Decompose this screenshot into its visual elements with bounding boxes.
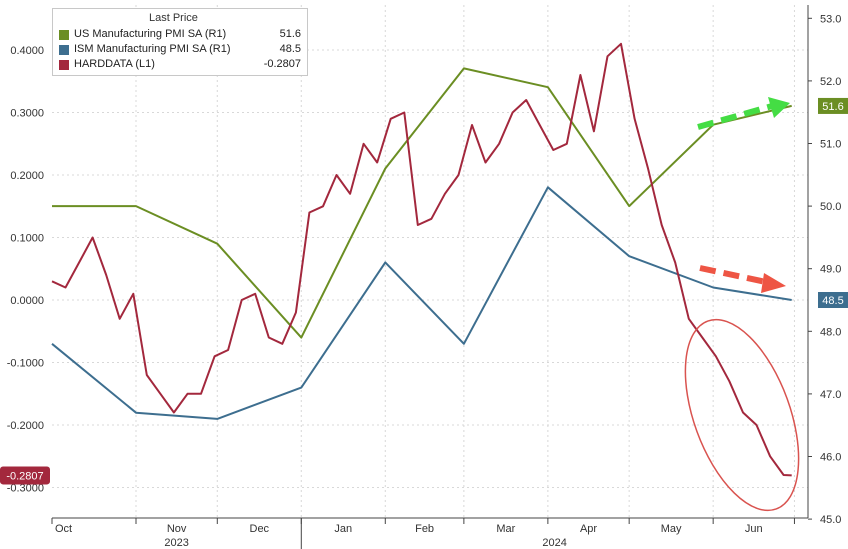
legend-name: US Manufacturing PMI SA (R1): [74, 28, 227, 40]
right-tick-label: 53.0: [820, 13, 841, 25]
x-month-label: Dec: [250, 523, 270, 535]
left-tick-label: -0.1000: [7, 358, 44, 370]
legend: Last Price US Manufacturing PMI SA (R1) …: [52, 8, 308, 76]
left-tick-label: 0.0000: [10, 295, 44, 307]
highlight-ellipse: [684, 318, 800, 512]
grid: [52, 5, 808, 518]
legend-value: -0.2807: [263, 58, 301, 70]
x-month-label: Nov: [167, 523, 187, 535]
right-tick-label: 50.0: [820, 201, 841, 213]
legend-title: Last Price: [149, 12, 198, 24]
right-tick-label: 49.0: [820, 264, 841, 276]
annotations-layer: [684, 97, 800, 512]
left-tick-label: -0.2000: [7, 420, 44, 432]
last-value-text: 51.6: [822, 101, 843, 113]
left-tick-label: 0.4000: [10, 45, 44, 57]
arrow-shaft-red: [699, 265, 767, 285]
last-value-text: -0.2807: [6, 470, 43, 482]
legend-item-us-pmi: US Manufacturing PMI SA (R1) 51.6: [59, 28, 303, 42]
legend-swatch-harddata: [59, 60, 69, 70]
x-month-label: Feb: [415, 523, 434, 535]
x-month-label: Jun: [745, 523, 763, 535]
left-tick-label: 0.1000: [10, 233, 44, 245]
left-axis: 0.4000 0.3000 0.2000 0.1000 0.0000 -0.1000 -0.…: [7, 45, 44, 495]
series-line-ism-manufacturing-pmi-sa: [51, 186, 792, 420]
series-line-harddata: [51, 42, 792, 477]
legend-value: 51.6: [279, 28, 301, 40]
right-tick-label: 52.0: [820, 76, 841, 88]
right-tick-label: 46.0: [820, 452, 841, 464]
legend-swatch-ism-pmi: [59, 45, 69, 55]
right-tick-label: 51.0: [820, 139, 841, 151]
x-month-label: Oct: [55, 523, 72, 535]
left-tick-label: 0.3000: [10, 108, 44, 120]
last-value-badge: [0, 466, 50, 485]
x-month-label: Apr: [580, 523, 597, 535]
legend-name: ISM Manufacturing PMI SA (R1): [74, 43, 231, 55]
right-tick-label: 45.0: [820, 514, 841, 526]
arrow-shaft-green: [697, 103, 773, 130]
x-year-label: 2024: [542, 537, 566, 549]
x-month-label: Jan: [334, 523, 352, 535]
arrow-head-red: [761, 273, 786, 293]
x-year-label: 2023: [164, 537, 188, 549]
last-value-labels: 51.6 48.5 -0.2807: [0, 97, 848, 485]
legend-name: HARDDATA (L1): [74, 58, 155, 70]
right-axis: 53.0 52.0 51.0 50.0 49.0 48.0 47.0 46.0 45.0: [807, 5, 841, 526]
x-month-label: Mar: [496, 523, 515, 535]
series-layer: [51, 42, 792, 477]
right-tick-label: 48.0: [820, 326, 841, 338]
legend-item-ism-pmi: ISM Manufacturing PMI SA (R1) 48.5: [59, 43, 303, 57]
series-line-us-manufacturing-pmi-sa: [52, 67, 792, 339]
last-value-badge: [818, 97, 848, 114]
last-value-badge: [818, 292, 848, 308]
left-tick-label: 0.2000: [10, 170, 44, 182]
right-tick-label: 47.0: [820, 389, 841, 401]
legend-item-harddata: HARDDATA (L1) -0.2807: [59, 58, 303, 72]
x-axis: Oct Nov Dec Jan Feb Mar Apr May Jun 2023 2024: [51, 517, 808, 549]
last-value-text: 48.5: [822, 295, 843, 307]
legend-swatch-us-pmi: [59, 30, 69, 40]
left-tick-label: -0.3000: [7, 483, 44, 495]
arrow-head-green: [768, 97, 790, 118]
x-month-label: May: [661, 523, 682, 535]
legend-value: 48.5: [279, 43, 301, 55]
